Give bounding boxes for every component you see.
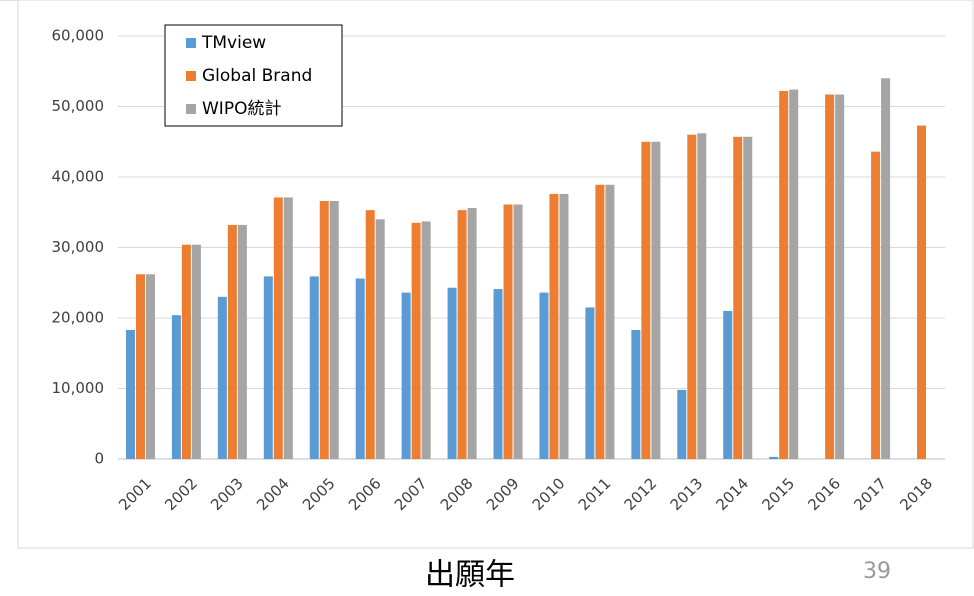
- y-tick-label: 30,000: [52, 238, 105, 256]
- bar: [329, 200, 339, 459]
- bar: [421, 221, 431, 459]
- bar: [467, 208, 477, 459]
- bar: [743, 136, 753, 459]
- bar: [825, 94, 835, 459]
- bar: [769, 456, 779, 459]
- legend-label: WIPO統計: [202, 99, 281, 119]
- bar: [217, 296, 227, 459]
- bar: [365, 210, 375, 459]
- bar: [585, 307, 595, 459]
- bar: [789, 89, 799, 459]
- bar: [319, 200, 329, 459]
- bar: [605, 184, 615, 459]
- bar: [631, 329, 641, 459]
- bar: [677, 389, 687, 459]
- y-tick-label: 50,000: [52, 97, 105, 115]
- legend-swatch: [186, 38, 196, 48]
- bar: [697, 133, 707, 460]
- bar: [539, 292, 549, 459]
- y-tick-label: 20,000: [52, 309, 105, 327]
- bar: [503, 204, 513, 459]
- page-number: 39: [863, 559, 891, 584]
- bar: [513, 204, 523, 459]
- bar: [263, 276, 273, 459]
- bar: [549, 193, 559, 460]
- legend-label: Global Brand: [202, 66, 312, 86]
- bar: [125, 329, 135, 459]
- legend-label: TMview: [201, 33, 266, 53]
- bar: [641, 141, 651, 459]
- x-axis-title: 出願年: [425, 558, 515, 593]
- legend-swatch: [186, 104, 196, 114]
- bar: [171, 315, 181, 459]
- bar: [651, 141, 661, 459]
- y-tick-label: 60,000: [52, 27, 105, 45]
- bar: [447, 287, 457, 459]
- bar: [457, 210, 467, 459]
- bar: [595, 184, 605, 459]
- bar: [191, 244, 201, 459]
- bar: [401, 292, 411, 459]
- bar: [493, 289, 503, 459]
- bar: [135, 274, 145, 459]
- bar: [723, 310, 733, 459]
- bar: [559, 193, 569, 460]
- bar: [355, 278, 365, 459]
- bar: [871, 151, 881, 459]
- bar: [917, 125, 927, 459]
- bar: [687, 134, 697, 459]
- bar: [309, 276, 319, 459]
- bar: [779, 90, 789, 460]
- bar: [227, 224, 237, 459]
- bar: [835, 94, 845, 459]
- bar: [733, 136, 743, 459]
- bar: [411, 222, 421, 459]
- legend-swatch: [186, 71, 196, 81]
- bar: [881, 78, 891, 460]
- bar: [283, 197, 293, 459]
- y-tick-label: 0: [94, 450, 104, 468]
- bar: [181, 244, 191, 459]
- y-tick-label: 10,000: [52, 379, 105, 397]
- bar: [237, 224, 247, 459]
- y-tick-label: 40,000: [52, 168, 105, 186]
- bar: [145, 274, 155, 459]
- bar: [375, 219, 385, 459]
- bar: [273, 197, 283, 459]
